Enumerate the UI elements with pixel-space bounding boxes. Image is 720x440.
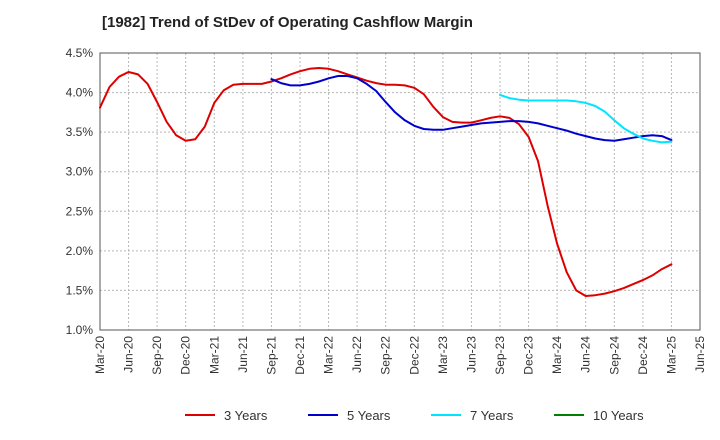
legend-label-3-years: 3 Years (224, 408, 268, 423)
y-axis: 1.0% 1.5% 2.0% 2.5% 3.0% 3.5% 4.0% 4.5% (66, 46, 94, 337)
x-tick-label: Sep-20 (150, 336, 164, 375)
x-tick-label: Jun-24 (579, 336, 593, 373)
chart-title: [1982] Trend of StDev of Operating Cashf… (102, 14, 473, 31)
y-tick-label: 4.0% (66, 86, 94, 100)
x-tick-label: Sep-22 (379, 336, 393, 375)
series-line-7-years (499, 93, 673, 144)
x-tick-label: Dec-22 (407, 336, 421, 375)
x-tick-label: Mar-23 (436, 336, 450, 374)
x-tick-label: Mar-24 (550, 336, 564, 374)
x-tick-label: Dec-20 (179, 336, 193, 375)
x-tick-label: Dec-21 (293, 336, 307, 375)
y-tick-label: 4.5% (66, 46, 94, 60)
legend: 3 Years 5 Years 7 Years 10 Years (185, 408, 644, 423)
x-tick-label: Mar-20 (93, 336, 107, 374)
y-tick-label: 2.0% (66, 244, 94, 258)
legend-label-5-years: 5 Years (347, 408, 391, 423)
x-tick-label: Jun-20 (122, 336, 136, 373)
grid (99, 52, 701, 331)
y-tick-label: 1.5% (66, 283, 94, 297)
x-tick-label: Mar-22 (322, 336, 336, 374)
x-tick-label: Sep-24 (607, 336, 621, 375)
x-tick-label: Mar-25 (664, 336, 678, 374)
series-lines (99, 67, 673, 297)
series-line-3-years (99, 67, 673, 297)
x-tick-label: Dec-23 (522, 336, 536, 375)
y-tick-label: 3.5% (66, 125, 94, 139)
x-tick-label: Jun-22 (350, 336, 364, 373)
x-axis: Mar-20 Jun-20 Sep-20 Dec-20 Mar-21 Jun-21 Sep-… (93, 336, 707, 375)
y-tick-label: 3.0% (66, 165, 94, 179)
x-tick-label: Sep-21 (264, 336, 278, 375)
legend-label-7-years: 7 Years (470, 408, 514, 423)
x-tick-label: Sep-23 (493, 336, 507, 375)
y-tick-label: 2.5% (66, 204, 94, 218)
y-tick-label: 1.0% (66, 323, 94, 337)
x-tick-label: Dec-24 (636, 336, 650, 375)
plot-area (99, 52, 701, 331)
x-tick-label: Mar-21 (207, 336, 221, 374)
x-tick-label: Jun-25 (693, 336, 707, 373)
x-tick-label: Jun-21 (236, 336, 250, 373)
series-line-5-years (270, 75, 673, 142)
x-tick-label: Jun-23 (464, 336, 478, 373)
legend-label-10-years: 10 Years (593, 408, 644, 423)
